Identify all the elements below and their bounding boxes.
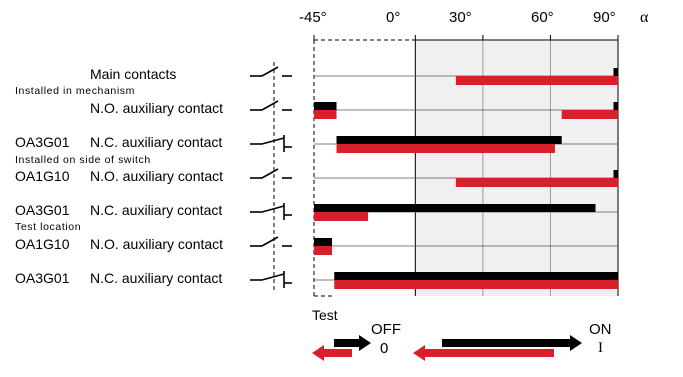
axis-tick-label: -45°	[299, 9, 327, 26]
test-bar	[561, 110, 618, 119]
test-bar	[455, 178, 618, 187]
contact-symbol-no-blade	[261, 66, 279, 77]
group-label-mechanism: Installed in mechanism	[15, 85, 135, 97]
on-symbol: I	[598, 340, 603, 356]
row-code-nc-aux-2: OA3G01	[15, 202, 70, 218]
off-arrow-black	[334, 335, 371, 351]
row-code-no-aux-3: OA1G10	[15, 236, 70, 252]
axis-unit-symbol: α	[640, 9, 649, 26]
test-bar	[314, 246, 333, 255]
test-bar	[314, 212, 369, 221]
row-code-no-aux-2: OA1G10	[15, 168, 70, 184]
group-label-side: Installed on side of switch	[15, 154, 151, 166]
axis-tick-label: 0°	[386, 9, 401, 26]
test-bar	[334, 280, 618, 289]
on-arrow-red	[413, 345, 554, 361]
on-arrow-black	[442, 335, 582, 351]
contact-symbol-nc-blade	[261, 273, 285, 281]
contact-symbol-nc-blade	[261, 205, 285, 213]
on-bar	[314, 102, 337, 110]
contact-symbol-no-blade	[261, 100, 279, 111]
contact-symbol-nc-blade	[261, 137, 285, 145]
axis-tick-label: 90°	[593, 9, 616, 26]
row-label-no-aux-2: N.O. auxiliary contact	[90, 168, 224, 184]
on-bar	[613, 102, 618, 110]
on-bar	[613, 170, 618, 178]
test-label: Test	[312, 307, 338, 323]
off-label: OFF	[371, 321, 401, 338]
on-bar	[314, 238, 333, 246]
row-label-nc-aux-2: N.C. auxiliary contact	[90, 202, 223, 218]
row-label-nc-aux-1: N.C. auxiliary contact	[90, 134, 223, 150]
test-bar	[336, 144, 555, 153]
on-bar	[314, 204, 596, 212]
on-bar	[334, 272, 618, 280]
contact-symbol-no-blade	[261, 168, 279, 179]
row-label-main-contacts: Main contacts	[90, 66, 177, 82]
test-bar	[314, 110, 337, 119]
axis-tick-label: 60°	[531, 9, 554, 26]
off-symbol: 0	[380, 340, 389, 357]
off-arrow-red	[312, 345, 352, 361]
on-bar	[336, 136, 562, 144]
on-bar	[613, 68, 618, 76]
row-code-nc-aux-1: OA3G01	[15, 134, 70, 150]
row-label-no-aux-3: N.O. auxiliary contact	[90, 236, 224, 252]
group-label-test-location: Test location	[15, 221, 82, 233]
test-bar	[455, 76, 618, 85]
row-label-nc-aux-3: N.C. auxiliary contact	[90, 270, 223, 286]
row-code-nc-aux-3: OA3G01	[15, 270, 70, 286]
row-label-no-aux-1: N.O. auxiliary contact	[90, 100, 224, 116]
axis-tick-label: 30°	[449, 9, 472, 26]
contact-symbol-no-blade	[261, 236, 279, 247]
on-label: ON	[589, 321, 612, 338]
